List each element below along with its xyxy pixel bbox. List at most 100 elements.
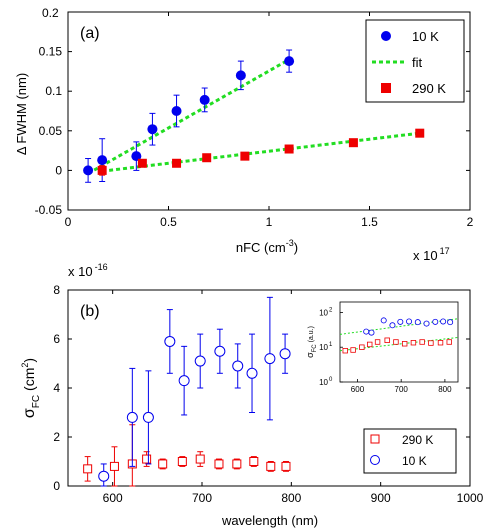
inset-point-10k xyxy=(406,318,413,325)
panel-a-point-10k xyxy=(147,124,158,135)
panel-a-ytick-label: 0.05 xyxy=(39,124,63,138)
panel-b-point-290k xyxy=(232,459,242,469)
panel-b-ytick-label: 0 xyxy=(53,479,60,493)
inset-point-290k xyxy=(437,339,444,346)
panel-b-point-10k xyxy=(178,375,190,387)
inset-point-290k xyxy=(374,339,381,345)
panel-a-point-290k xyxy=(240,151,250,161)
panel-a-ylabel: Δ FWHM (nm) xyxy=(14,73,29,155)
panel-b-point-290k xyxy=(195,454,205,464)
inset-ytick-label: 10 xyxy=(319,343,328,352)
panel-a-point-290k xyxy=(348,138,358,148)
inset-point-10k xyxy=(414,319,421,326)
legend-10k-marker xyxy=(381,31,391,41)
panel-b-ylabel: σFC (cm2) xyxy=(20,358,42,418)
inset-point-290k xyxy=(384,337,390,343)
panel-a-xtick-label: 0.5 xyxy=(160,215,177,229)
panel-a-top-left-tick: 0.2 xyxy=(42,6,59,20)
panel-b-point-10k xyxy=(232,360,244,372)
inset-xtick-label: 600 xyxy=(351,385,365,394)
panel-a-point-290k xyxy=(415,128,425,138)
panel-b-point-290k xyxy=(109,461,119,471)
panel-a-legend: 10 K fit 290 K xyxy=(365,19,465,103)
panel-b-point-290k xyxy=(177,457,187,466)
panel-b-y-multiplier: x 10 -16 xyxy=(68,262,108,279)
panel-a-point-10k xyxy=(284,56,295,67)
inset-ylabel: σFC (a.u.) xyxy=(305,326,318,358)
panel-a-fit-lines xyxy=(87,58,420,175)
inset-point-290k xyxy=(446,339,452,345)
panel-b-point-290k xyxy=(83,464,93,474)
inset-point-290k xyxy=(428,340,434,346)
panel-a-point-10k xyxy=(199,94,210,105)
panel-a-label: (a) xyxy=(80,25,100,42)
panel-b-data-points xyxy=(83,296,291,487)
legend-b-10k-label: 10 K xyxy=(402,454,427,468)
inset-point-290k xyxy=(367,341,373,348)
panel-b-point-10k xyxy=(279,348,291,360)
panel-a-ytick-label: 0 xyxy=(55,163,62,177)
inset-point-10k xyxy=(397,318,404,325)
inset-data-points xyxy=(342,317,454,354)
panel-b-point-10k xyxy=(98,470,110,482)
inset-point-10k xyxy=(368,329,375,336)
legend-10k-label: 10 K xyxy=(412,29,439,44)
panel-b-xtick-label: 900 xyxy=(371,491,391,505)
panel-b-xtick-label: 600 xyxy=(103,491,123,505)
panel-b-point-290k xyxy=(142,454,152,464)
panel-a-point-290k xyxy=(284,144,294,154)
inset-point-10k xyxy=(447,319,454,326)
inset-ytick-label: 10 xyxy=(319,378,328,387)
panel-a-point-10k xyxy=(83,165,94,176)
inset-point-290k xyxy=(410,339,417,346)
panel-b-point-10k xyxy=(264,353,276,365)
panel-a-point-290k xyxy=(97,165,107,175)
inset-xtick-label: 800 xyxy=(438,385,452,394)
panel-a-xtick-label: 1 xyxy=(266,215,273,229)
panel-a-xtick-label: 1.5 xyxy=(361,215,378,229)
panel-a-point-10k xyxy=(97,155,108,166)
legend-290k-label: 290 K xyxy=(412,81,446,96)
panel-b-xtick-label: 700 xyxy=(192,491,212,505)
panel-b-point-290k xyxy=(281,461,291,471)
panel-a-x-multiplier: x 10 17 xyxy=(413,246,450,263)
inset-point-290k xyxy=(350,347,356,353)
panel-b-ytick-label: 8 xyxy=(53,283,60,297)
panel-a-fit-line xyxy=(101,131,420,173)
panel-a-point-10k xyxy=(171,106,182,116)
panel-a-point-290k xyxy=(202,153,212,163)
panel-a-fit-line xyxy=(87,58,290,175)
panel-b-xlabel: wavelength (nm) xyxy=(221,513,318,528)
panel-a-point-10k xyxy=(235,70,246,81)
inset-point-10k xyxy=(389,322,396,329)
panel-b-point-10k xyxy=(142,411,154,423)
panel-a-xlabel: nFC (cm-3) xyxy=(236,238,298,255)
panel-b-point-290k xyxy=(158,459,168,469)
panel-a-point-290k xyxy=(137,158,147,168)
inset-point-10k xyxy=(423,320,430,327)
panel-b-xtick-label: 800 xyxy=(281,491,301,505)
panel-b: 600 700 800 900 1000 0 2 4 6 8 (b) x 10 -16 σFC (c… xyxy=(20,262,484,528)
legend-fit-label: fit xyxy=(412,55,423,70)
panel-b-ticks: 600 700 800 900 1000 0 2 4 6 8 xyxy=(53,283,483,505)
legend-b-290k-label: 290 K xyxy=(402,433,433,447)
panel-b-point-10k xyxy=(214,345,226,357)
panel-b-label: (b) xyxy=(80,303,100,320)
panel-a-point-290k xyxy=(172,158,182,168)
legend-290k-marker xyxy=(381,83,391,93)
panel-a-point-10k xyxy=(131,151,142,162)
panel-b-point-290k xyxy=(249,457,259,466)
inset-point-290k xyxy=(359,344,365,350)
inset-point-10k xyxy=(440,318,447,325)
legend-10k-open-circle xyxy=(370,455,380,465)
inset-ytick-label: 10 xyxy=(319,308,328,317)
inset-point-290k xyxy=(419,339,425,345)
panel-b-ytick-label: 6 xyxy=(53,332,60,346)
panel-a-ytick-label: 0.1 xyxy=(45,84,62,98)
panel-b-point-10k xyxy=(246,367,258,379)
panel-a-ytick-label: -0.05 xyxy=(35,203,63,217)
